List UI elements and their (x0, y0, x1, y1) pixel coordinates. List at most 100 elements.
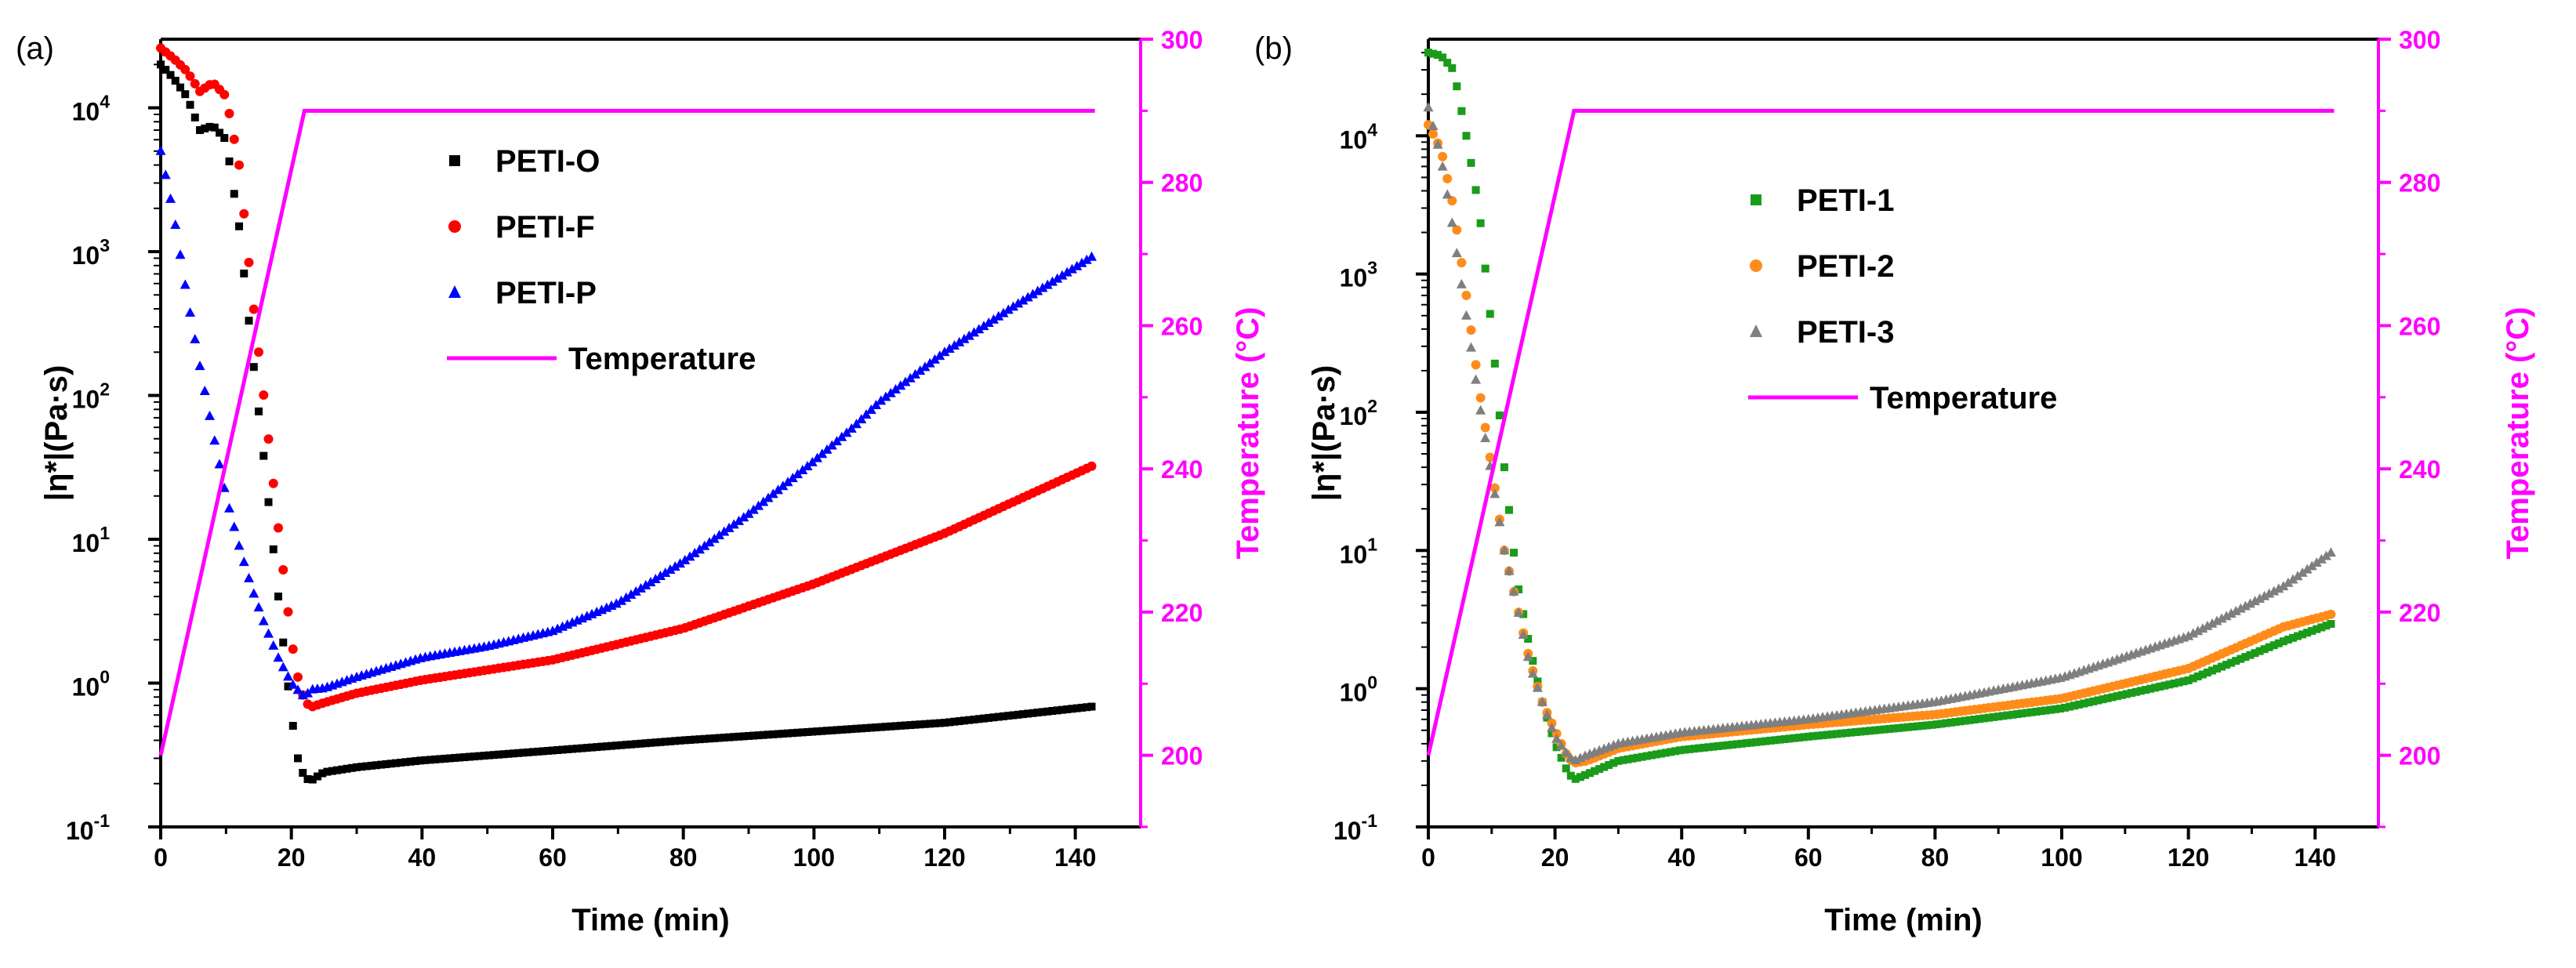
data-point (1481, 264, 1489, 273)
data-point (1013, 298, 1024, 308)
data-point (1942, 719, 1950, 727)
data-point (2311, 557, 2322, 567)
data-point (627, 740, 635, 749)
data-point (288, 679, 299, 689)
data-point (2326, 609, 2336, 619)
data-point (612, 741, 621, 750)
data-point (813, 727, 822, 736)
data-point (1485, 452, 1495, 462)
data-point (2269, 641, 2278, 650)
data-point (950, 717, 959, 726)
data-point (876, 723, 885, 731)
data-point (2117, 691, 2126, 699)
data-point (1885, 725, 1893, 734)
data-point (190, 334, 201, 344)
data-point (1704, 743, 1713, 752)
data-point (2246, 651, 2255, 659)
data-point (588, 743, 596, 752)
data-point (812, 452, 822, 462)
legend-marker (1751, 194, 1761, 205)
data-point (1068, 705, 1076, 713)
panel-a: (a) 0 20 40 60 80 100 120 140 10-1 100 101 102 103 104… (16, 26, 1265, 937)
data-point (1547, 722, 1558, 732)
data-point (872, 723, 880, 732)
data-point (269, 545, 278, 553)
data-point (739, 732, 748, 741)
data-point (867, 723, 876, 732)
data-point (2292, 571, 2303, 581)
y2-tick-label: 220 (2399, 599, 2440, 627)
y-tick-label: 10-1 (1333, 810, 1377, 845)
data-point (1695, 744, 1703, 752)
data-point (220, 134, 229, 143)
data-point (451, 753, 459, 762)
data-point (259, 451, 268, 460)
data-point (1087, 461, 1097, 471)
legend-marker (448, 285, 461, 298)
series-peti-1 (1424, 49, 2335, 783)
x-tick-label: 40 (1667, 843, 1696, 872)
data-point (802, 460, 813, 470)
x-tick-label: 60 (539, 843, 567, 872)
data-point (421, 756, 430, 764)
data-point (804, 727, 811, 736)
data-point (274, 593, 282, 601)
data-point (2127, 689, 2135, 698)
x-tick-label: 140 (1054, 843, 1096, 872)
data-point (2232, 657, 2240, 665)
data-point (1061, 266, 1072, 277)
data-point (318, 769, 327, 778)
data-point (2251, 649, 2259, 658)
data-point (915, 365, 926, 375)
data-point (205, 122, 214, 131)
data-point (719, 526, 730, 536)
data-point (1818, 731, 1827, 740)
data-point (205, 410, 215, 420)
data-point (728, 519, 739, 529)
data-point (640, 579, 651, 589)
data-point (273, 652, 284, 662)
data-point (916, 720, 924, 729)
data-point (1439, 53, 1447, 62)
data-point (807, 456, 818, 466)
y2-tick-label: 260 (2399, 312, 2440, 340)
data-point (1870, 726, 1879, 734)
legend-marker (1750, 324, 1762, 337)
data-point (1462, 132, 1471, 140)
data-point (725, 733, 733, 741)
data-point (1072, 260, 1083, 270)
data-point (229, 134, 239, 144)
data-point (1633, 753, 1642, 762)
data-point (1681, 745, 1689, 754)
data-point (2051, 705, 2059, 713)
data-point (865, 404, 876, 415)
data-point (367, 761, 376, 770)
data-point (900, 376, 911, 386)
data-point (2146, 684, 2155, 693)
data-point (1087, 251, 1097, 261)
data-point (190, 78, 200, 89)
data-point (1480, 422, 1490, 433)
data-point (2203, 669, 2211, 677)
data-point (1004, 712, 1013, 720)
data-point (1823, 731, 1832, 739)
panel-label: (b) (1254, 31, 1293, 66)
data-point (1522, 651, 1533, 662)
data-point (661, 738, 669, 746)
data-point (2308, 626, 2317, 635)
data-point (989, 713, 998, 722)
temperature-line (1426, 108, 2335, 756)
data-point (808, 727, 817, 736)
data-point (1690, 745, 1699, 753)
data-point (1700, 743, 1708, 752)
data-point (1551, 733, 1562, 743)
data-point (2207, 618, 2218, 628)
data-point (1790, 734, 1798, 742)
data-point (1437, 161, 1448, 171)
data-point (2303, 629, 2312, 637)
data-point (934, 350, 945, 361)
data-point (1063, 705, 1072, 713)
data-point (2273, 583, 2284, 593)
data-point (1448, 63, 1457, 72)
data-point (578, 744, 586, 752)
